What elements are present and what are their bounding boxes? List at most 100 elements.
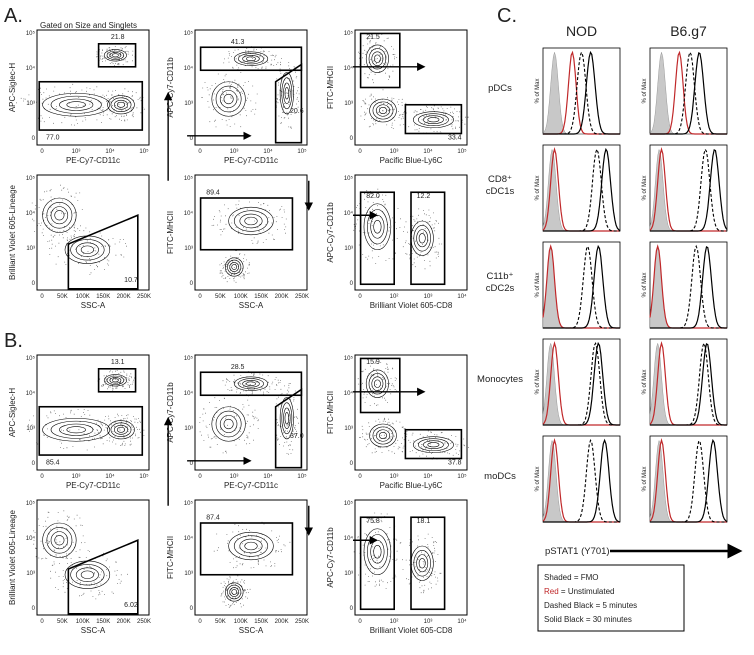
- contour: [233, 376, 269, 391]
- contour: [103, 374, 127, 387]
- contour: [418, 233, 426, 244]
- y-tick-label: 10³: [344, 246, 353, 252]
- contour: [281, 77, 293, 110]
- x-tick-label: 100K: [76, 619, 90, 625]
- y-tick-label: 0: [32, 461, 36, 467]
- contour: [413, 225, 431, 252]
- contour: [233, 535, 269, 557]
- contour: [110, 97, 132, 112]
- legend-text: = FMO: [574, 573, 599, 582]
- contour: [223, 93, 234, 105]
- contour: [116, 426, 126, 433]
- plot-frame: [36, 499, 150, 616]
- contour: [109, 377, 122, 384]
- 30min-histogram: [543, 438, 621, 523]
- contour: [423, 115, 444, 125]
- contour: [373, 220, 382, 234]
- x-tick-label: 100K: [234, 294, 248, 300]
- row-label: Monocytes: [477, 374, 523, 385]
- contour: [233, 51, 269, 66]
- gate-percent: 82.0: [366, 193, 380, 200]
- 30min-histogram: [543, 147, 621, 232]
- x-tick-label: 0: [198, 619, 202, 625]
- x-tick-label: 10⁵: [457, 148, 467, 155]
- contour: [75, 567, 99, 582]
- contour: [224, 582, 244, 602]
- gate: [67, 539, 139, 615]
- gate: [97, 42, 137, 68]
- contour: [283, 82, 291, 104]
- y-tick-label: 10⁴: [344, 390, 354, 397]
- panel-label: C.: [497, 5, 517, 27]
- y-tick-label: 0: [190, 461, 194, 467]
- x-axis-label: PE-Cy7-CD11c: [66, 481, 120, 490]
- x-tick-label: 0: [198, 474, 202, 480]
- plot-frame: [194, 499, 308, 616]
- contour: [224, 257, 244, 277]
- y-tick-label: 10⁵: [26, 30, 36, 37]
- gate: [199, 197, 294, 251]
- x-tick-label: 10⁴: [105, 148, 115, 155]
- gate: [38, 405, 144, 456]
- contour: [239, 538, 263, 554]
- contour: [368, 373, 387, 395]
- x-tick-label: 10⁵: [297, 148, 307, 155]
- gate-percent: 6.02: [124, 602, 138, 609]
- contour: [227, 259, 242, 275]
- y-axis-label: APC-Cy7-CD11b: [166, 382, 175, 443]
- contour: [284, 87, 290, 100]
- gate: [274, 388, 303, 469]
- gate-percent: 15.9: [366, 359, 380, 366]
- contour: [367, 534, 388, 570]
- row-label: CD8⁺: [488, 174, 512, 185]
- x-tick-label: 10⁴: [423, 148, 433, 155]
- gate: [67, 214, 139, 290]
- x-tick-label: 250K: [137, 619, 151, 625]
- contour: [59, 98, 94, 111]
- contour: [107, 95, 135, 115]
- plot-frame: [36, 354, 150, 471]
- x-tick-label: 100K: [76, 294, 90, 300]
- x-tick-label: 10⁵: [139, 148, 149, 155]
- gate: [359, 32, 401, 89]
- row-label: pDCs: [488, 83, 512, 94]
- y-tick-label: 10⁵: [184, 30, 194, 37]
- gate: [199, 46, 303, 72]
- y-tick-label: 0: [190, 606, 194, 612]
- x-tick-label: 10⁴: [457, 293, 467, 300]
- y-tick-label: 10⁵: [344, 175, 354, 182]
- flow-plot: 10.7 0 50K 100K 150K 200K 250K 0 10³ 10⁴ 10⁵ SSC-A B…: [8, 174, 151, 310]
- y-tick-label: 10⁴: [184, 390, 194, 397]
- x-axis-label: Brilliant Violet 605-CD8: [370, 626, 453, 635]
- y-tick-label: 0: [350, 281, 354, 287]
- x-tick-label: 150K: [96, 619, 110, 625]
- gate-percent: 33.4: [448, 134, 462, 141]
- x-tick-label: 10³: [424, 294, 433, 300]
- x-tick-label: 250K: [137, 294, 151, 300]
- legend-key: Solid Black: [544, 615, 585, 624]
- contour: [245, 381, 257, 386]
- flow-plot: 87.4 0 50K 100K 150K 200K 250K 0 10³ 10⁴ 10⁵ SSC-A F…: [166, 499, 309, 635]
- gate-percent: 21.8: [111, 34, 125, 41]
- y-axis-label: % of Max: [535, 175, 541, 200]
- flow-plot: 89.4 0 50K 100K 150K 200K 250K 0 10³ 10⁴ 10⁵ SSC-A F…: [166, 174, 309, 310]
- contour: [367, 209, 388, 245]
- gate: [199, 371, 303, 397]
- 30min-histogram: [650, 342, 727, 426]
- x-tick-label: 250K: [295, 294, 309, 300]
- x-axis-label: Pacific Blue-Ly6C: [380, 156, 443, 165]
- y-tick-label: 10³: [26, 246, 35, 252]
- contour: [75, 242, 99, 257]
- contour: [80, 245, 94, 254]
- row-label: cDC2s: [486, 283, 515, 294]
- y-tick-label: 0: [350, 606, 354, 612]
- 30min-histogram: [543, 244, 620, 329]
- contour: [417, 113, 449, 127]
- gate-percent: 21.5: [366, 34, 380, 41]
- legend-key: Red: [544, 587, 559, 596]
- x-axis-label: pSTAT1 (Y701): [545, 546, 610, 557]
- contour: [215, 410, 242, 438]
- x-tick-label: 50K: [215, 619, 226, 625]
- contour: [244, 541, 258, 551]
- gate-percent: 13.1: [111, 359, 125, 366]
